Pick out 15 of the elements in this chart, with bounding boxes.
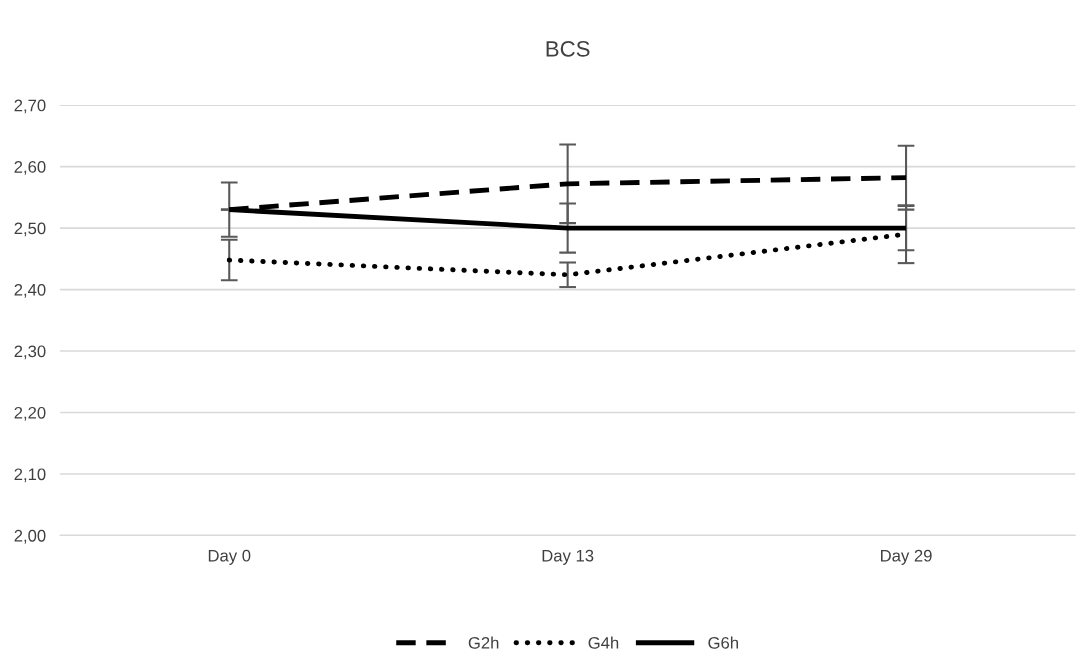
y-tick-label: 2,20 (14, 406, 46, 421)
y-tick-label: 2,40 (14, 283, 46, 298)
legend-label: G6h (708, 636, 738, 649)
legend-label: G2h (468, 636, 499, 649)
y-tick-label: 2,70 (14, 99, 46, 114)
y-tick-label: 2,60 (14, 161, 46, 175)
legend-label: G4h (588, 636, 619, 649)
y-tick-label: 2,50 (14, 222, 46, 237)
y-tick-label: 2,10 (14, 468, 46, 483)
chart-title: BCS (546, 40, 590, 57)
x-tick-label: Day 0 (208, 549, 251, 565)
y-tick-label: 2,00 (14, 529, 46, 544)
x-tick-label: Day 29 (881, 549, 932, 565)
y-tick-label: 2,30 (14, 345, 46, 360)
x-tick-label: Day 13 (542, 549, 594, 565)
